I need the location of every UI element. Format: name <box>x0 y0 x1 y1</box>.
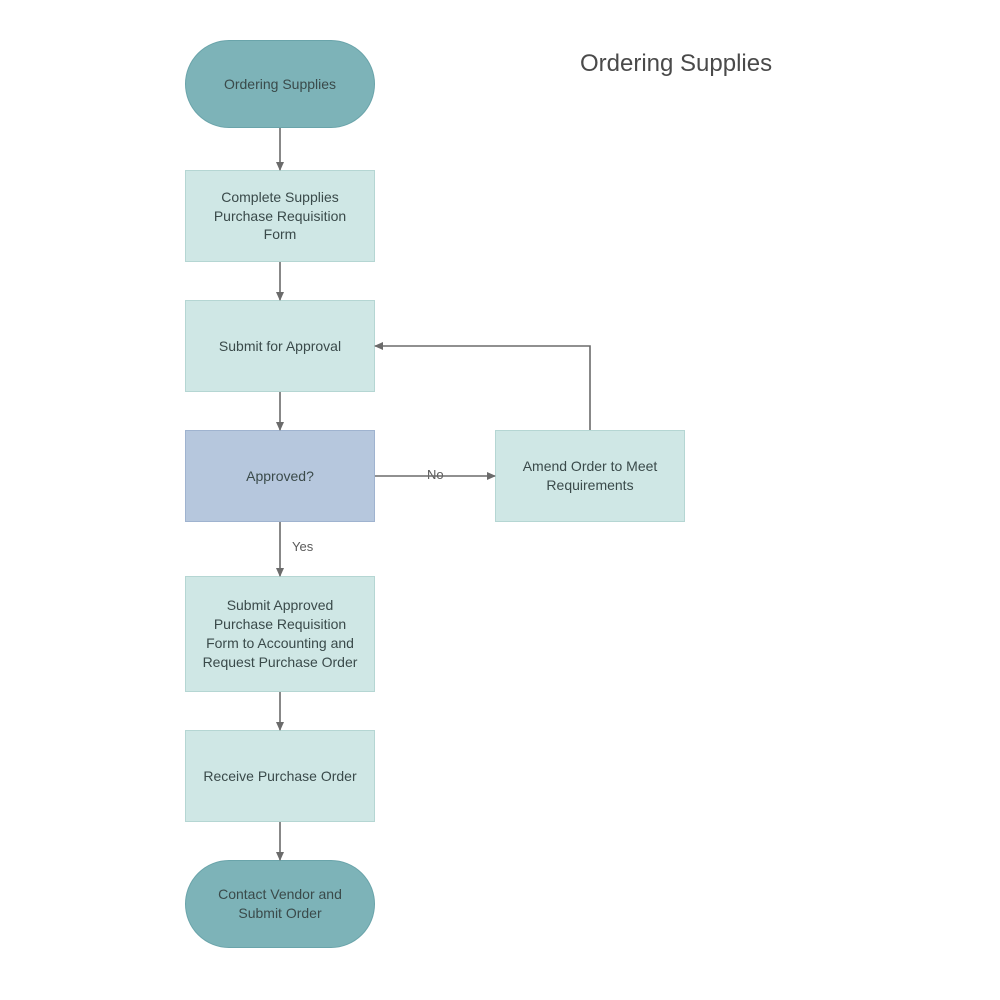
node-receive-po: Receive Purchase Order <box>185 730 375 822</box>
node-complete-form: Complete Supplies Purchase Requisition F… <box>185 170 375 262</box>
node-submit-approval: Submit for Approval <box>185 300 375 392</box>
node-submit-accounting: Submit Approved Purchase Requisition For… <box>185 576 375 692</box>
flowchart-canvas: { "title": { "text": "Ordering Supplies"… <box>0 0 1000 1000</box>
node-end: Contact Vendor and Submit Order <box>185 860 375 948</box>
edge-label-yes: Yes <box>290 539 315 554</box>
node-approved-decision: Approved? <box>185 430 375 522</box>
edge-label-no: No <box>425 467 446 482</box>
diagram-title: Ordering Supplies <box>580 50 772 78</box>
node-start: Ordering Supplies <box>185 40 375 128</box>
node-amend-order: Amend Order to Meet Requirements <box>495 430 685 522</box>
